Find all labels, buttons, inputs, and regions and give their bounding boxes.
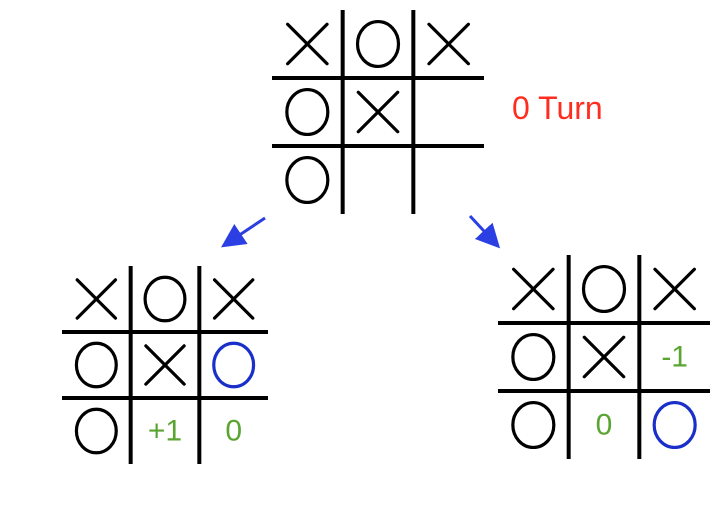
o-mark — [74, 341, 118, 389]
x-mark — [212, 278, 255, 320]
root-board — [272, 10, 484, 214]
o-mark — [581, 264, 627, 314]
score-label: 0 — [596, 409, 613, 442]
turn-label: 0 Turn — [512, 90, 603, 126]
o-mark — [511, 400, 556, 450]
x-mark — [286, 22, 329, 66]
o-mark-new-move — [212, 341, 256, 389]
o-mark — [143, 275, 187, 323]
x-mark — [356, 90, 400, 134]
score-label: 0 — [225, 415, 242, 448]
o-mark — [511, 332, 556, 382]
board-grid — [272, 10, 484, 214]
o-mark — [74, 407, 118, 455]
score-label: -1 — [661, 341, 688, 374]
left-child-board: +1 0 — [62, 266, 268, 464]
x-mark — [653, 267, 696, 311]
score-label: +1 — [148, 415, 182, 448]
o-mark — [285, 155, 330, 205]
x-mark — [427, 22, 470, 66]
x-mark — [144, 344, 186, 386]
o-mark — [355, 19, 401, 69]
arrow-to-right-child — [468, 214, 501, 249]
board-grid — [62, 266, 268, 464]
o-mark-new-move — [652, 400, 697, 450]
x-mark — [75, 278, 118, 320]
arrow-to-left-child — [221, 216, 266, 248]
board-grid — [498, 255, 710, 459]
x-mark — [512, 267, 555, 311]
right-child-board: -1 0 — [498, 255, 710, 459]
o-mark — [285, 87, 330, 137]
x-mark — [582, 335, 626, 379]
